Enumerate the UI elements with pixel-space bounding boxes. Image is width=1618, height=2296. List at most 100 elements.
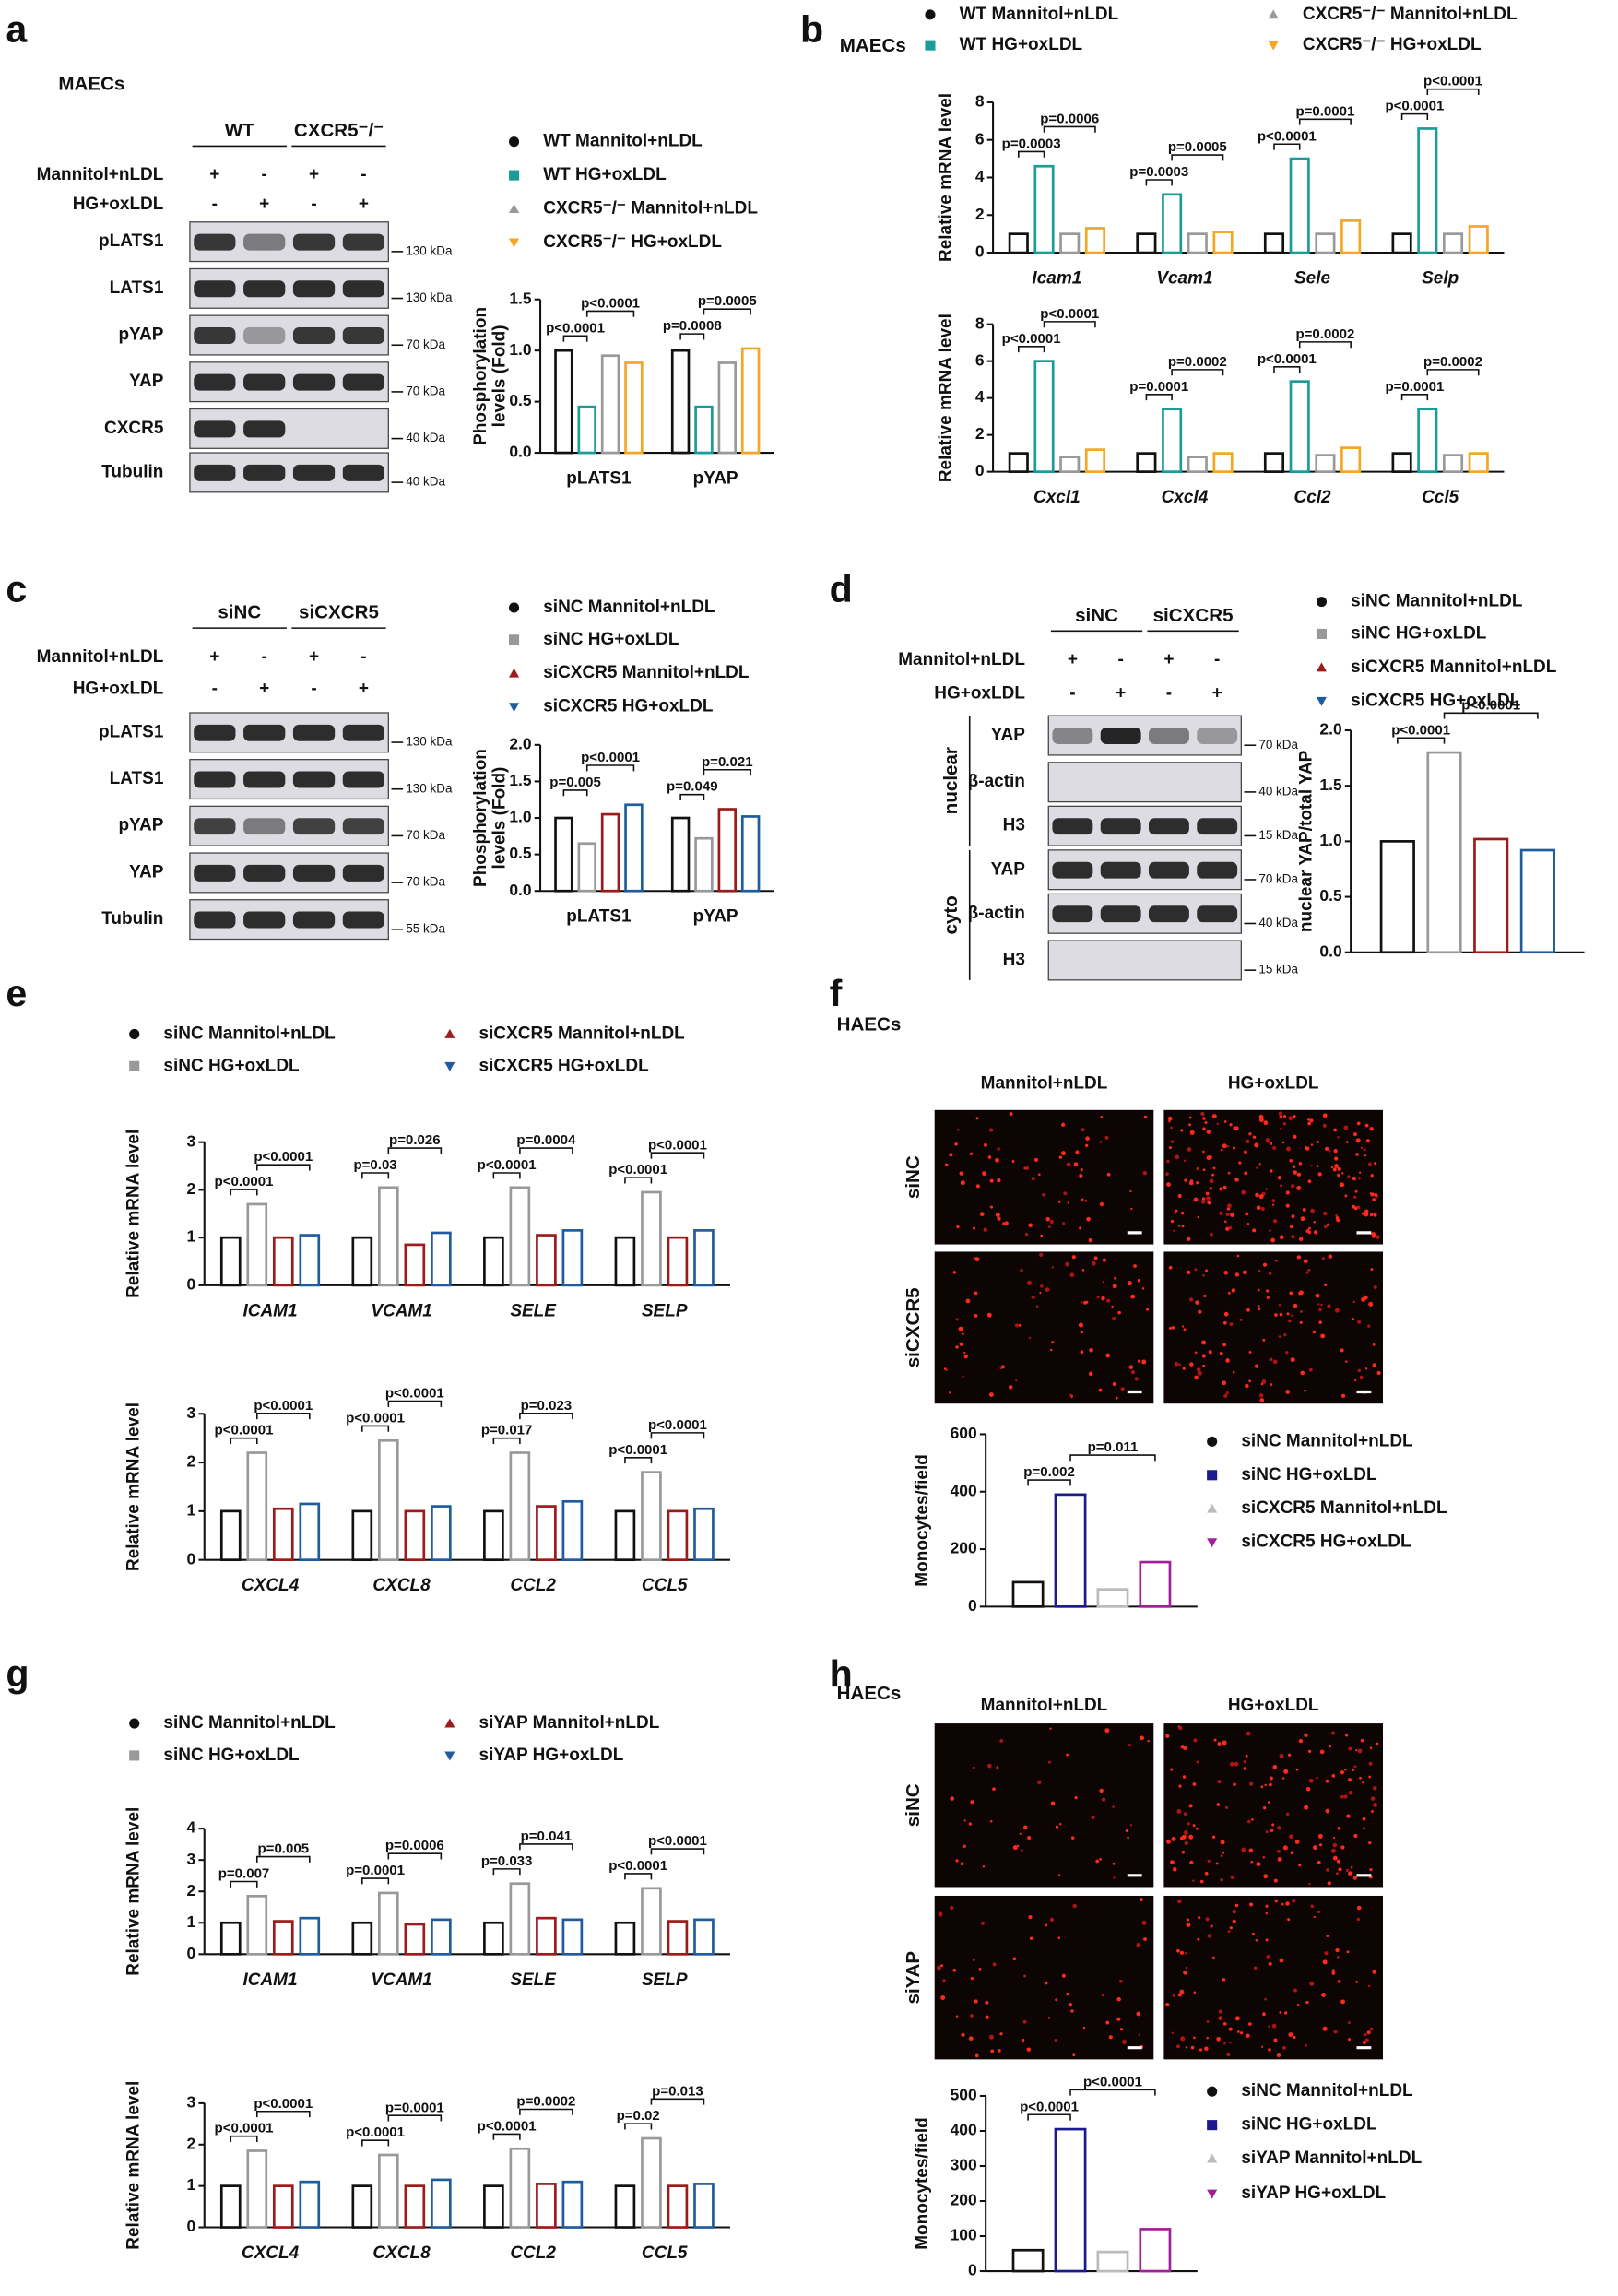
- significance-bracket: [387, 1852, 443, 1860]
- p-value: p<0.0001: [1083, 2074, 1142, 2089]
- cell-dot: [1373, 1213, 1377, 1217]
- cell-dot: [1333, 1128, 1338, 1132]
- cell-dot: [1002, 1222, 1005, 1225]
- cell-dot: [975, 1117, 979, 1120]
- y-axis-label: Relative mRNA level: [124, 2081, 144, 2250]
- bar: [693, 1507, 715, 1562]
- cell-dot: [1290, 1357, 1295, 1363]
- cell-dot: [995, 1157, 999, 1163]
- cell-dot: [1012, 1845, 1018, 1851]
- cell-dot: [1196, 1760, 1199, 1764]
- condition-sign: +: [259, 680, 269, 699]
- bar: [483, 1921, 504, 1956]
- cell-dot: [1338, 1867, 1342, 1872]
- x-tick-label: VCAM1: [371, 1301, 432, 1320]
- cell-dot: [1061, 1151, 1066, 1156]
- cell-dot: [1368, 1761, 1373, 1766]
- cell-dot: [1331, 1969, 1335, 1972]
- cell-dot: [1099, 1141, 1103, 1143]
- condition-sign: -: [212, 195, 218, 214]
- bar: [693, 2183, 715, 2229]
- cell-dot: [1051, 1341, 1055, 1344]
- significance-bracket: [492, 2133, 521, 2140]
- cell-dot: [1223, 1393, 1228, 1398]
- cell-dot: [1180, 2036, 1186, 2042]
- cell-dot: [1291, 1314, 1293, 1317]
- cell-dot: [1265, 1938, 1269, 1942]
- cell-dot: [955, 1345, 959, 1349]
- bar: [1379, 840, 1415, 954]
- blot-band: [1197, 861, 1238, 879]
- cell-dot: [1269, 1776, 1273, 1781]
- legend-label: siCXCR5 HG+oxLDL: [479, 1056, 650, 1075]
- cell-dot: [1143, 1937, 1147, 1941]
- cell-dot: [1112, 1317, 1116, 1320]
- cell-dot: [1224, 1220, 1227, 1224]
- p-value: p<0.0001: [1020, 2099, 1079, 2114]
- blot-strip: [1047, 715, 1242, 756]
- x-tick-label: SELP: [642, 1971, 688, 1990]
- cell-dot: [1119, 2028, 1124, 2031]
- cell-dot: [1213, 1738, 1217, 1742]
- bar: [1059, 456, 1081, 473]
- cell-dot: [1355, 1980, 1359, 1983]
- blot-band: [292, 724, 336, 741]
- cell-dot: [1202, 1117, 1206, 1120]
- cell-dot: [1326, 1935, 1329, 1937]
- condition-label: Mannitol+nLDL: [37, 165, 164, 184]
- cell-dot: [949, 1391, 951, 1394]
- cell-dot: [1254, 1142, 1259, 1148]
- cell-dot: [1111, 1305, 1114, 1308]
- cell-dot: [1272, 1146, 1277, 1150]
- cell-dot: [1375, 1235, 1380, 1240]
- cell-dot: [1209, 1187, 1212, 1190]
- cell-dot: [1278, 1303, 1281, 1307]
- cell-dot: [1351, 1768, 1355, 1771]
- cell-dot: [1367, 1324, 1371, 1328]
- cell-dot: [1206, 2036, 1210, 2040]
- cell-dot: [992, 1787, 996, 1792]
- cell-dot: [1202, 1127, 1206, 1130]
- blot-group-header: CXCR5⁻/⁻: [294, 120, 384, 141]
- legend-label: siCXCR5 Mannitol+nLDL: [1351, 657, 1557, 677]
- blot-row-label: pYAP: [118, 325, 163, 345]
- cell-dot: [1216, 1122, 1220, 1125]
- cell-dot: [1222, 1343, 1226, 1347]
- cell-dot: [985, 2000, 989, 2005]
- cell-dot: [1234, 1178, 1239, 1182]
- cell-dot: [1112, 1805, 1115, 1808]
- blot-band: [194, 373, 236, 391]
- bar: [554, 816, 573, 893]
- bar: [1212, 231, 1234, 254]
- blot-band: [1100, 861, 1141, 879]
- cell-dot: [1004, 1221, 1009, 1225]
- cell-dot: [1183, 1328, 1187, 1331]
- cell-dot: [1118, 1979, 1123, 1983]
- blot-band: [194, 724, 236, 741]
- p-value: p<0.0001: [346, 2124, 405, 2140]
- cell-dot: [1207, 1934, 1211, 1938]
- significance-bracket: [519, 2108, 573, 2115]
- cell-dot: [1353, 1195, 1357, 1199]
- legend-marker: [129, 1060, 140, 1071]
- cell-dot: [1369, 1746, 1373, 1749]
- legend-label: siNC HG+oxLDL: [163, 1746, 300, 1765]
- cell-dot: [1028, 1336, 1032, 1340]
- section-label: nuclear: [940, 747, 962, 814]
- blot-band: [1052, 861, 1093, 879]
- cell-dot: [1298, 1738, 1304, 1744]
- cell-dot: [990, 2049, 995, 2053]
- cell-dot: [1251, 1932, 1255, 1935]
- cell-dot: [1376, 1370, 1381, 1376]
- cell-dot: [1102, 1994, 1105, 1997]
- cell-dot: [1245, 1754, 1248, 1758]
- condition-label: Mannitol+nLDL: [37, 647, 164, 667]
- kda-label: 70 kDa: [406, 828, 445, 842]
- cell-dot: [1256, 1205, 1261, 1211]
- cell-dot: [1210, 1924, 1213, 1928]
- p-value: p=0.0002: [1423, 354, 1482, 370]
- cell-dot: [1082, 2026, 1086, 2030]
- cell-dot: [1223, 2042, 1226, 2045]
- bar: [1473, 837, 1509, 954]
- condition-sign: +: [309, 647, 319, 667]
